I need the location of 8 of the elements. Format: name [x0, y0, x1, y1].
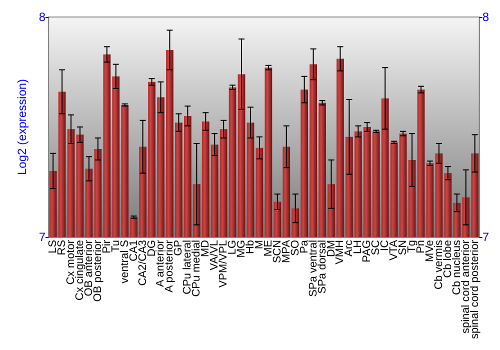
x-tick-label: SPa dorsal [316, 240, 328, 294]
y2-tick-label: 7 [482, 230, 490, 244]
y2-tick-label: 8 [482, 10, 490, 24]
x-tick-label: SCN [271, 240, 284, 264]
x-tick-label: MVe [424, 240, 436, 262]
x-tick-label: A posterior [164, 240, 176, 293]
x-tick-label: Tg [406, 240, 418, 253]
y-axis-title: Log2 (expression) [15, 78, 29, 176]
